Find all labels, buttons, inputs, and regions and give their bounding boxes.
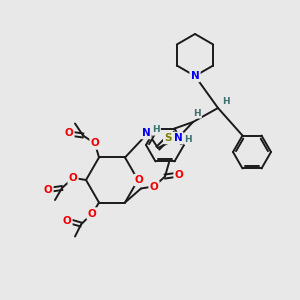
Text: S: S (164, 133, 172, 143)
Text: H: H (152, 125, 160, 134)
Text: O: O (150, 182, 158, 191)
Text: N: N (174, 133, 182, 143)
Text: N: N (142, 128, 150, 138)
Text: O: O (69, 173, 77, 183)
Text: O: O (64, 128, 74, 139)
Text: H: H (184, 134, 192, 143)
Text: O: O (88, 208, 96, 218)
Text: H: H (222, 98, 230, 106)
Text: N: N (190, 71, 200, 81)
Text: H: H (193, 109, 201, 118)
Text: O: O (135, 175, 143, 185)
Text: O: O (44, 185, 52, 195)
Text: O: O (63, 215, 71, 226)
Text: O: O (175, 169, 183, 179)
Text: O: O (91, 139, 99, 148)
